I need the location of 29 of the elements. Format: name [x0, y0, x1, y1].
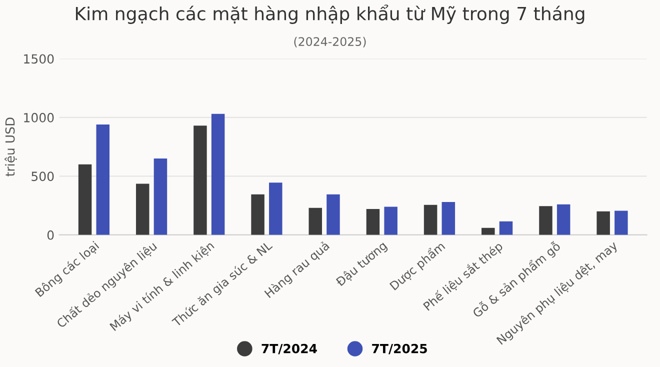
bar	[596, 211, 610, 235]
bar	[539, 206, 552, 235]
bar	[96, 124, 110, 235]
bar	[614, 210, 628, 235]
bar	[326, 194, 340, 235]
bar	[442, 202, 456, 235]
bar	[424, 204, 438, 235]
chart-subtitle: (2024-2025)	[294, 36, 366, 48]
y-tick-label: 0	[47, 230, 54, 240]
bar	[308, 208, 322, 235]
y-tick-label: 500	[32, 172, 54, 182]
bar	[384, 206, 398, 235]
bar	[154, 158, 168, 235]
y-axis-title: triệu USD	[4, 118, 17, 176]
bar	[499, 221, 513, 235]
y-tick-label: 1500	[24, 54, 54, 64]
legend-label: 7T/2025	[372, 344, 427, 354]
bar	[194, 126, 207, 235]
bar	[556, 204, 570, 235]
bar	[482, 228, 495, 235]
legend-label: 7T/2024	[262, 344, 317, 354]
bar	[78, 164, 92, 235]
bar	[269, 182, 282, 235]
y-tick-label: 1000	[24, 112, 54, 122]
bar	[366, 209, 380, 235]
bar	[136, 184, 150, 235]
chart-title: Kim ngạch các mặt hàng nhập khẩu từ Mỹ trong 7 tháng	[76, 4, 584, 24]
bar	[211, 114, 225, 235]
bar	[251, 194, 264, 235]
